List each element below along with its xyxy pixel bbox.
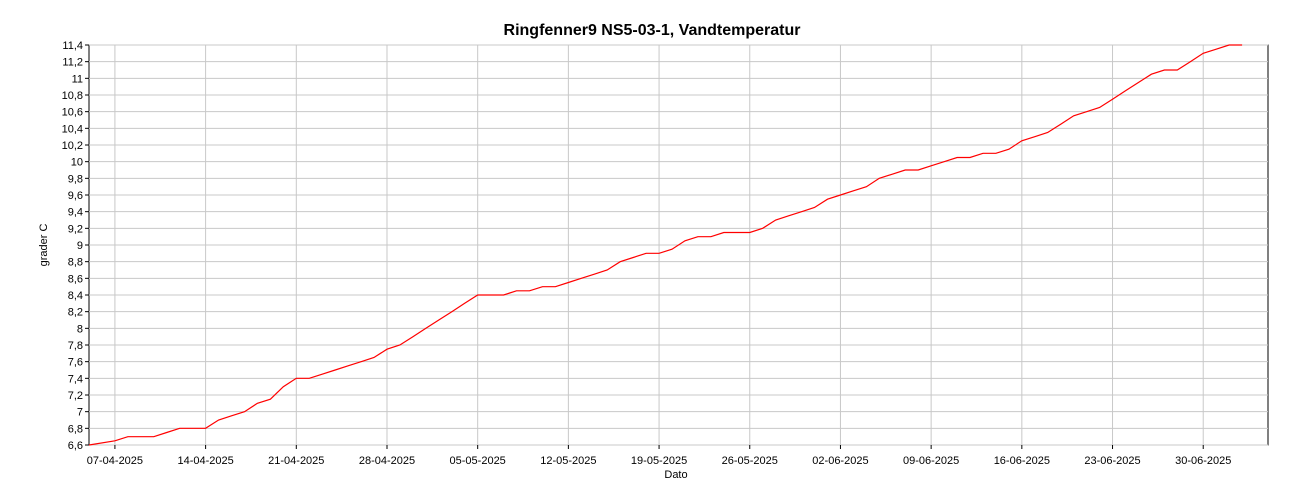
chart-title: Ringfenner9 NS5-03-1, Vandtemperatur <box>504 22 801 39</box>
x-tick-label: 02-06-2025 <box>812 455 868 467</box>
x-tick-label: 30-06-2025 <box>1175 455 1231 467</box>
grid-lines <box>89 44 1268 446</box>
y-axis-ticks: 6,6 6,8 7 7,2 7,4 7,6 7,8 8 8,2 8,4 8,6 8,8 9 9,2 9,4 9… <box>62 40 89 452</box>
y-tick-label: 6,6 <box>68 440 83 452</box>
x-tick-label: 16-06-2025 <box>994 455 1050 467</box>
y-tick-label: 10 <box>71 157 83 169</box>
y-tick-label: 7,4 <box>68 373 83 385</box>
y-tick-label: 9,8 <box>68 173 83 185</box>
y-tick-label: 10,2 <box>62 140 83 152</box>
y-tick-label: 7,2 <box>68 390 83 402</box>
y-tick-label: 8,2 <box>68 307 83 319</box>
y-tick-label: 8,4 <box>68 290 83 302</box>
x-tick-label: 19-05-2025 <box>631 455 687 467</box>
series-layer <box>88 44 1243 446</box>
y-tick-label: 11 <box>72 73 83 85</box>
y-tick-label: 6,8 <box>68 423 83 435</box>
y-tick-label: 10,8 <box>62 90 83 102</box>
x-tick-label: 28-04-2025 <box>359 455 415 467</box>
y-tick-label: 11,4 <box>62 40 83 52</box>
y-tick-label: 7 <box>77 407 83 419</box>
x-tick-label: 14-04-2025 <box>177 455 233 467</box>
x-tick-label: 26-05-2025 <box>722 455 778 467</box>
y-tick-label: 8,6 <box>68 273 83 285</box>
y-tick-label: 9,6 <box>68 190 83 202</box>
y-axis-label: grader C <box>38 224 50 267</box>
y-tick-label: 8,8 <box>68 257 83 269</box>
x-tick-label: 21-04-2025 <box>268 455 324 467</box>
y-tick-label: 10,4 <box>62 123 83 135</box>
y-tick-label: 7,6 <box>68 357 83 369</box>
series-line-0 <box>88 44 1243 446</box>
x-tick-label: 07-04-2025 <box>87 455 143 467</box>
y-tick-label: 9 <box>77 240 83 252</box>
y-tick-label: 11,2 <box>62 57 83 69</box>
x-tick-label: 12-05-2025 <box>540 455 596 467</box>
x-tick-label: 23-06-2025 <box>1084 455 1140 467</box>
y-tick-label: 9,2 <box>68 223 83 235</box>
y-tick-label: 9,4 <box>68 207 83 219</box>
x-tick-label: 05-05-2025 <box>450 455 506 467</box>
y-tick-label: 10,6 <box>62 107 83 119</box>
x-axis-label: Dato <box>664 469 687 481</box>
y-tick-label: 8 <box>77 323 83 335</box>
y-tick-label: 7,8 <box>68 340 83 352</box>
x-tick-label: 09-06-2025 <box>903 455 959 467</box>
x-axis-ticks: 07-04-2025 14-04-2025 21-04-2025 28-04-2025… <box>87 445 1231 467</box>
